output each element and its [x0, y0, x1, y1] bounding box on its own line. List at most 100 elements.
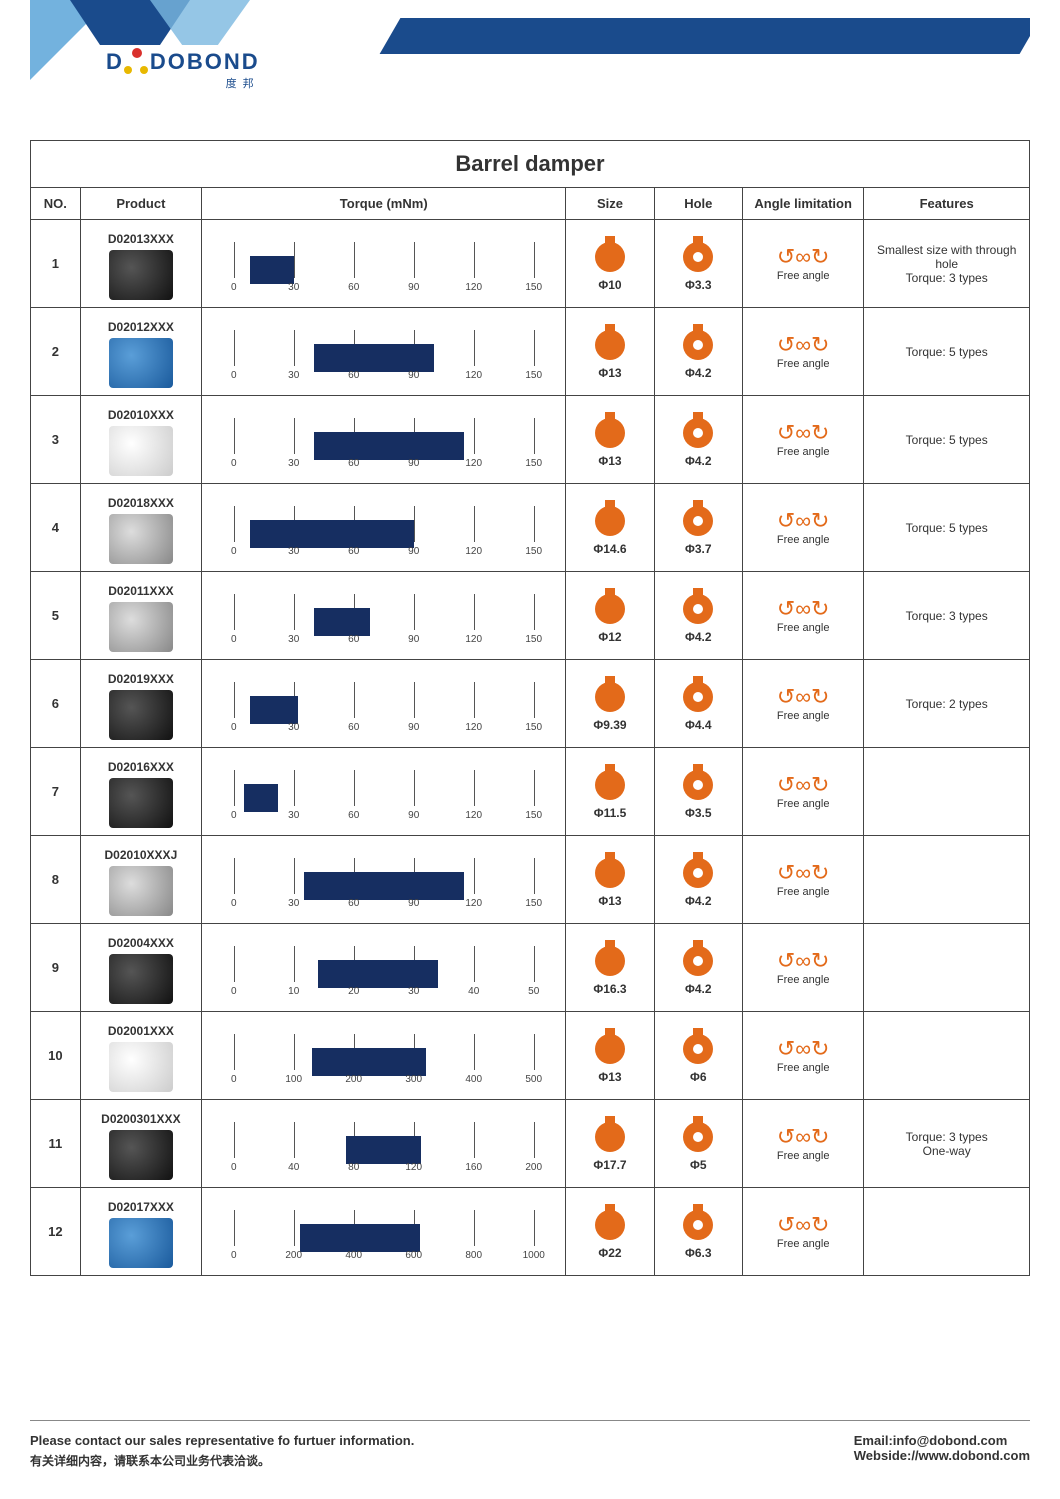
size-cell: Φ11.5: [566, 748, 654, 836]
hole-icon: [681, 676, 715, 714]
product-table: Barrel damper NO. Product Torque (mNm) S…: [30, 140, 1030, 1276]
size-value: Φ11.5: [566, 806, 653, 820]
features-cell: Torque: 2 types: [864, 660, 1030, 748]
torque-cell: 0306090120150: [202, 308, 566, 396]
torque-chart: 0306090120150: [234, 848, 534, 918]
torque-bar: [300, 1224, 420, 1252]
product-code: D02018XXX: [81, 496, 201, 510]
torque-chart: 0306090120150: [234, 232, 534, 302]
row-no: 1: [31, 220, 81, 308]
product-image: [109, 690, 173, 740]
product-image: [109, 426, 173, 476]
torque-bar: [244, 784, 278, 812]
size-icon: [593, 1028, 627, 1066]
size-value: Φ16.3: [566, 982, 653, 996]
row-no: 2: [31, 308, 81, 396]
hole-icon: [681, 1116, 715, 1154]
footer-contact-cn: 有关详细内容，请联系本公司业务代表洽谈。: [30, 1454, 270, 1468]
angle-label: Free angle: [743, 358, 863, 370]
torque-chart: 0100200300400500: [234, 1024, 534, 1094]
torque-cell: 04080120160200: [202, 1100, 566, 1188]
hole-icon: [681, 588, 715, 626]
angle-cell: ↺∞↻Free angle: [742, 396, 863, 484]
angle-label: Free angle: [743, 798, 863, 810]
size-cell: Φ14.6: [566, 484, 654, 572]
col-angle: Angle limitation: [742, 188, 863, 220]
free-angle-icon: ↺∞↻: [743, 1038, 863, 1060]
row-no: 7: [31, 748, 81, 836]
torque-cell: 0306090120150: [202, 220, 566, 308]
table-row: 4D02018XXX 0306090120150Φ14.6Φ3.7↺∞↻Free…: [31, 484, 1030, 572]
torque-chart: 0306090120150: [234, 584, 534, 654]
table-row: 8D02010XXXJ 0306090120150Φ13Φ4.2↺∞↻Free …: [31, 836, 1030, 924]
torque-chart: 0306090120150: [234, 672, 534, 742]
row-no: 12: [31, 1188, 81, 1276]
product-image: [109, 866, 173, 916]
col-size: Size: [566, 188, 654, 220]
angle-cell: ↺∞↻ Free angle: [742, 1188, 863, 1276]
hole-cell: Φ3.5: [654, 748, 742, 836]
row-no: 4: [31, 484, 81, 572]
angle-label: Free angle: [743, 1062, 863, 1074]
free-angle-icon: ↺∞↻: [743, 862, 863, 884]
product-image: [109, 250, 173, 300]
hole-cell: Φ3.3: [654, 220, 742, 308]
hole-value: Φ6: [655, 1070, 742, 1084]
product-code: D02012XXX: [81, 320, 201, 334]
product-cell: D02017XXX: [80, 1188, 201, 1276]
product-code: D02011XXX: [81, 584, 201, 598]
hole-icon: [681, 852, 715, 890]
size-cell: Φ22: [566, 1188, 654, 1276]
free-angle-icon: ↺∞↻: [743, 1214, 863, 1236]
footer-web: www.dobond.com: [919, 1448, 1030, 1463]
product-image: [109, 602, 173, 652]
hole-value: Φ3.7: [655, 542, 742, 556]
features-cell: Torque: 5 types: [864, 396, 1030, 484]
hole-value: Φ4.2: [655, 894, 742, 908]
angle-cell: ↺∞↻Free angle: [742, 308, 863, 396]
product-code: D02019XXX: [81, 672, 201, 686]
features-cell: Torque: 5 types: [864, 484, 1030, 572]
size-icon: [593, 412, 627, 450]
footer-email: info@dobond.com: [893, 1433, 1008, 1448]
product-image: [109, 514, 173, 564]
product-cell: D02012XXX: [80, 308, 201, 396]
angle-label: Free angle: [743, 1238, 863, 1250]
product-image: [109, 778, 173, 828]
size-value: Φ22: [566, 1246, 653, 1260]
hole-value: Φ5: [655, 1158, 742, 1172]
table-row: 7D02016XXX 0306090120150Φ11.5Φ3.5↺∞↻Free…: [31, 748, 1030, 836]
size-cell: Φ13: [566, 308, 654, 396]
angle-cell: ↺∞↻Free angle: [742, 484, 863, 572]
torque-bar: [346, 1136, 421, 1164]
product-image: [109, 338, 173, 388]
hole-value: Φ4.4: [655, 718, 742, 732]
torque-cell: 0306090120150: [202, 484, 566, 572]
features-cell: Smallest size with through holeTorque: 3…: [864, 220, 1030, 308]
hole-icon: [681, 500, 715, 538]
hole-icon: [681, 412, 715, 450]
size-icon: [593, 500, 627, 538]
page-footer: Please contact our sales representative …: [30, 1420, 1030, 1469]
hole-value: Φ4.2: [655, 454, 742, 468]
table-row: 11D0200301XXX 04080120160200Φ17.7Φ5↺∞↻Fr…: [31, 1100, 1030, 1188]
hole-value: Φ6.3: [655, 1246, 742, 1260]
row-no: 10: [31, 1012, 81, 1100]
product-cell: D02004XXX: [80, 924, 201, 1012]
hole-icon: [681, 940, 715, 978]
torque-chart: 04080120160200: [234, 1112, 534, 1182]
hole-cell: Φ4.2: [654, 396, 742, 484]
size-value: Φ10: [566, 278, 653, 292]
footer-contact-en: Please contact our sales representative …: [30, 1433, 414, 1448]
product-cell: D02010XXXJ: [80, 836, 201, 924]
hole-cell: Φ4.2: [654, 308, 742, 396]
features-cell: [864, 924, 1030, 1012]
angle-label: Free angle: [743, 446, 863, 458]
torque-bar: [314, 344, 434, 372]
hole-cell: Φ3.7: [654, 484, 742, 572]
product-image: [109, 954, 173, 1004]
size-icon: [593, 764, 627, 802]
features-cell: [864, 836, 1030, 924]
size-cell: Φ9.39: [566, 660, 654, 748]
product-image: [109, 1130, 173, 1180]
